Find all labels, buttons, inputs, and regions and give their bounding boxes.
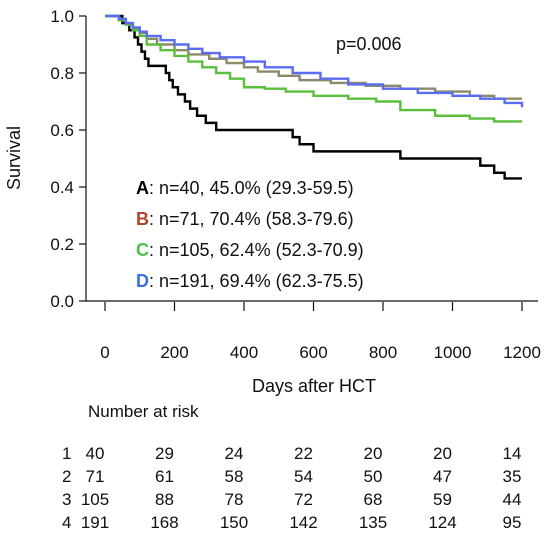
chart-axes: 0.0 0.2 0.4 0.6 0.8 1.0 0 200 400 600 800 1000 1200 bbox=[50, 7, 541, 362]
risk-cell: 191 bbox=[80, 513, 110, 532]
legend-entry-d: D: n=191, 69.4% (62.3-75.5) bbox=[136, 271, 364, 291]
series-layer bbox=[105, 14, 524, 180]
risk-cell: 142 bbox=[289, 513, 318, 532]
x-axis-label: Days after HCT bbox=[252, 376, 376, 396]
risk-cell: 88 bbox=[155, 490, 174, 509]
risk-cell: 24 bbox=[224, 444, 244, 463]
legend: A: n=40, 45.0% (29.3-59.5)B: n=71, 70.4%… bbox=[136, 178, 364, 291]
survival-curve-d bbox=[105, 14, 524, 108]
risk-table-title: Number at risk bbox=[88, 402, 199, 421]
survival-curve-b bbox=[105, 14, 522, 100]
y-tick-label: 1.0 bbox=[50, 7, 74, 26]
y-tick-label: 0.6 bbox=[50, 121, 74, 140]
y-axis-label: Survival bbox=[4, 126, 24, 190]
risk-cell: 150 bbox=[219, 513, 249, 532]
legend-text: : n=191, 69.4% (62.3-75.5) bbox=[149, 271, 364, 291]
x-tick-label: 200 bbox=[160, 343, 188, 362]
risk-cell: 14 bbox=[502, 444, 522, 463]
risk-cell: 35 bbox=[502, 467, 522, 486]
risk-cell: 29 bbox=[155, 444, 174, 463]
risk-cell: 78 bbox=[224, 490, 244, 509]
legend-text: : n=40, 45.0% (29.3-59.5) bbox=[149, 178, 354, 198]
survival-curve-a bbox=[105, 14, 522, 180]
risk-row-2: 2 71 61 58 54 50 47 35 bbox=[0, 467, 550, 489]
x-tick-label: 1200 bbox=[503, 343, 541, 362]
risk-cell: 61 bbox=[155, 467, 174, 486]
risk-row-4: 4 191 168 150 142 135 124 95 bbox=[0, 513, 550, 535]
risk-cell: 50 bbox=[363, 467, 383, 486]
risk-cell: 20 bbox=[433, 444, 452, 463]
y-tick-label: 0.4 bbox=[50, 178, 74, 197]
x-tick-label: 600 bbox=[299, 343, 327, 362]
legend-letter: B bbox=[136, 209, 149, 229]
legend-entry-c: C: n=105, 62.4% (52.3-70.9) bbox=[136, 240, 364, 260]
risk-cell: 168 bbox=[150, 513, 179, 532]
risk-cell: 135 bbox=[358, 513, 388, 532]
legend-letter: D bbox=[136, 271, 149, 291]
x-tick-label: 800 bbox=[369, 343, 397, 362]
risk-cell: 58 bbox=[224, 467, 244, 486]
survival-curve-c bbox=[105, 14, 522, 123]
risk-row-3: 3 105 88 78 72 68 59 44 bbox=[0, 490, 550, 512]
risk-cell: 47 bbox=[433, 467, 452, 486]
risk-cell: 71 bbox=[85, 467, 105, 486]
risk-cell: 105 bbox=[80, 490, 110, 509]
legend-entry-b: B: n=71, 70.4% (58.3-79.6) bbox=[136, 209, 354, 229]
legend-text: : n=105, 62.4% (52.3-70.9) bbox=[149, 240, 364, 260]
y-tick-label: 0.8 bbox=[50, 64, 74, 83]
x-tick-label: 0 bbox=[100, 343, 109, 362]
risk-cell: 22 bbox=[294, 444, 313, 463]
legend-letter: C bbox=[136, 240, 149, 260]
risk-row-label: 4 bbox=[62, 513, 72, 532]
risk-row-label: 3 bbox=[62, 490, 72, 509]
risk-cell: 54 bbox=[294, 467, 313, 486]
y-tick-label: 0.0 bbox=[50, 292, 74, 311]
legend-letter: A bbox=[136, 178, 149, 198]
legend-entry-a: A: n=40, 45.0% (29.3-59.5) bbox=[136, 178, 354, 198]
risk-row-1: 1 40 29 24 22 20 20 14 bbox=[0, 444, 550, 466]
legend-text: : n=71, 70.4% (58.3-79.6) bbox=[149, 209, 354, 229]
risk-cell: 20 bbox=[363, 444, 383, 463]
risk-cell: 40 bbox=[85, 444, 105, 463]
risk-row-label: 1 bbox=[62, 444, 72, 463]
survival-chart: 0.00.20.40.60.81.00 200 400 600 800 1000 1200 … bbox=[4, 7, 541, 396]
risk-cell: 44 bbox=[502, 490, 522, 509]
y-tick-label: 0.2 bbox=[50, 235, 74, 254]
risk-row-label: 2 bbox=[62, 467, 72, 486]
risk-cell: 68 bbox=[363, 490, 383, 509]
x-tick-label: 1000 bbox=[434, 343, 472, 362]
risk-cell: 124 bbox=[428, 513, 457, 532]
x-tick-label: 400 bbox=[230, 343, 258, 362]
risk-cell: 95 bbox=[502, 513, 522, 532]
risk-cell: 72 bbox=[294, 490, 313, 509]
risk-cell: 59 bbox=[433, 490, 452, 509]
p-value-annotation: p=0.006 bbox=[336, 34, 402, 54]
